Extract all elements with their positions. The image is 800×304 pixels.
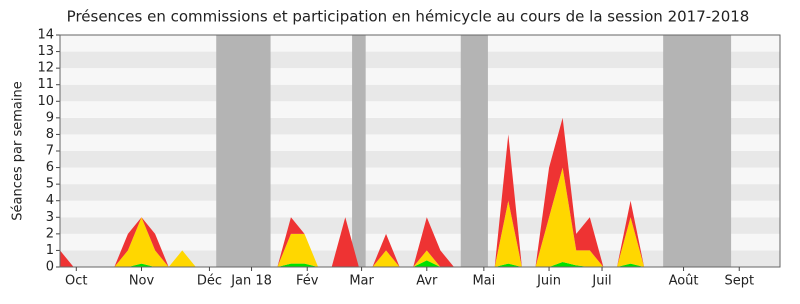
- x-tick-label: Mai: [472, 274, 495, 289]
- y-tick-label: 3: [46, 210, 54, 225]
- x-tick-label: Jan 18: [230, 274, 272, 289]
- x-tick-label: Déc: [197, 274, 222, 289]
- area: [60, 260, 767, 267]
- y-tick-label: 2: [46, 226, 54, 241]
- shaded-period: [352, 35, 366, 267]
- y-tick-label: 4: [46, 193, 54, 208]
- y-tick-label: 8: [46, 127, 54, 142]
- area: [60, 167, 767, 267]
- y-tick-label: 10: [37, 94, 54, 109]
- y-tick-label: 0: [46, 260, 54, 275]
- y-tick-label: 11: [37, 77, 54, 92]
- x-tick-label: Avr: [416, 274, 438, 289]
- chart-title: Présences en commissions et participatio…: [67, 8, 750, 26]
- y-tick-label: 13: [37, 44, 54, 59]
- x-tick-label: Oct: [65, 274, 87, 289]
- y-tick-label: 9: [46, 110, 54, 125]
- x-tick-label: Sept: [724, 274, 754, 289]
- x-tick-label: Nov: [129, 274, 155, 289]
- x-tick-label: Juin: [536, 274, 561, 289]
- x-tick-label: Juil: [591, 274, 611, 289]
- y-tick-label: 14: [37, 28, 54, 43]
- x-tick-label: Fév: [296, 274, 319, 289]
- y-axis-label: Séances par semaine: [11, 81, 26, 220]
- x-tick-label: Août: [669, 274, 699, 289]
- plot-border: [59, 34, 781, 268]
- shaded-period: [460, 35, 488, 267]
- y-tick-label: 5: [46, 177, 54, 192]
- shaded-period: [663, 35, 732, 267]
- y-tick-label: 12: [37, 61, 54, 76]
- y-tick-label: 6: [46, 160, 54, 175]
- shaded-period: [216, 35, 271, 267]
- y-tick-label: 1: [46, 243, 54, 258]
- y-tick-label: 7: [46, 144, 54, 159]
- area: [60, 117, 767, 267]
- x-tick-label: Mar: [349, 274, 374, 289]
